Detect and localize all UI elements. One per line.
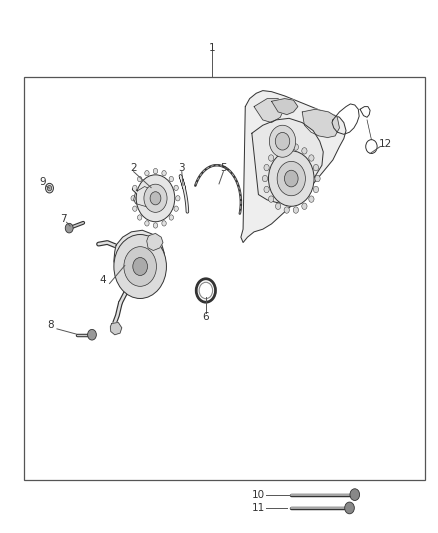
- Circle shape: [162, 221, 166, 226]
- Circle shape: [277, 161, 305, 196]
- Circle shape: [313, 164, 318, 171]
- Polygon shape: [302, 109, 339, 138]
- Circle shape: [264, 164, 269, 171]
- Text: 9: 9: [39, 177, 46, 187]
- Circle shape: [284, 207, 290, 213]
- Circle shape: [153, 223, 158, 228]
- Circle shape: [145, 221, 149, 226]
- Circle shape: [276, 148, 281, 154]
- Circle shape: [262, 175, 268, 182]
- Polygon shape: [272, 99, 298, 115]
- Text: 4: 4: [99, 275, 106, 285]
- Circle shape: [131, 196, 135, 201]
- Circle shape: [124, 247, 156, 286]
- Text: 7: 7: [60, 214, 67, 223]
- Polygon shape: [241, 91, 346, 243]
- Circle shape: [293, 207, 298, 213]
- Circle shape: [169, 215, 173, 220]
- Circle shape: [144, 184, 167, 212]
- Circle shape: [275, 132, 290, 150]
- Circle shape: [174, 206, 178, 212]
- Circle shape: [133, 257, 148, 276]
- Circle shape: [345, 502, 354, 514]
- Circle shape: [145, 171, 149, 176]
- Text: 2: 2: [130, 163, 137, 173]
- Text: 1: 1: [209, 43, 216, 53]
- Circle shape: [264, 187, 269, 193]
- Text: 11: 11: [252, 503, 265, 513]
- Circle shape: [268, 151, 314, 206]
- Circle shape: [150, 192, 161, 205]
- Circle shape: [138, 176, 142, 182]
- Text: 6: 6: [202, 312, 209, 322]
- Circle shape: [153, 168, 158, 174]
- Polygon shape: [254, 99, 285, 123]
- Circle shape: [169, 176, 173, 182]
- Circle shape: [114, 235, 166, 298]
- Polygon shape: [110, 322, 122, 335]
- Circle shape: [269, 125, 296, 157]
- Circle shape: [313, 187, 318, 193]
- Circle shape: [268, 155, 274, 161]
- Text: 8: 8: [47, 320, 54, 330]
- Circle shape: [309, 196, 314, 203]
- Circle shape: [65, 223, 73, 233]
- Circle shape: [136, 175, 175, 222]
- Polygon shape: [114, 230, 164, 281]
- Circle shape: [162, 171, 166, 176]
- Text: 3: 3: [178, 163, 185, 173]
- Circle shape: [176, 196, 180, 201]
- Text: 10: 10: [252, 490, 265, 499]
- Circle shape: [284, 170, 298, 187]
- Circle shape: [133, 185, 137, 190]
- Bar: [24, 77, 425, 480]
- Polygon shape: [134, 187, 158, 207]
- Polygon shape: [147, 233, 163, 251]
- Circle shape: [46, 183, 53, 193]
- Circle shape: [350, 489, 360, 500]
- Circle shape: [138, 215, 142, 220]
- Circle shape: [309, 155, 314, 161]
- Circle shape: [276, 203, 281, 209]
- Circle shape: [174, 185, 178, 190]
- Circle shape: [315, 175, 320, 182]
- Circle shape: [293, 144, 298, 150]
- Circle shape: [88, 329, 96, 340]
- Text: 12: 12: [379, 139, 392, 149]
- Polygon shape: [252, 118, 323, 203]
- Circle shape: [47, 185, 52, 191]
- Circle shape: [268, 196, 274, 203]
- Circle shape: [284, 144, 290, 150]
- Text: 5: 5: [220, 163, 227, 173]
- Circle shape: [302, 203, 307, 209]
- Circle shape: [133, 206, 137, 212]
- Circle shape: [302, 148, 307, 154]
